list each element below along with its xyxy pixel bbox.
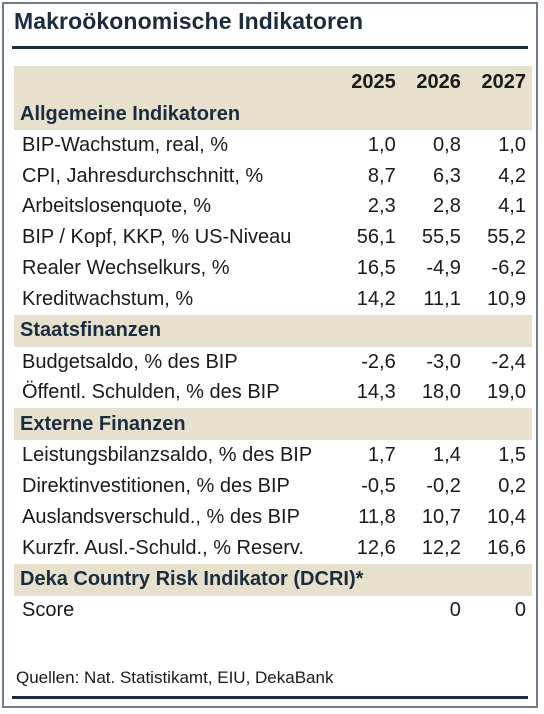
row-label: Öffentl. Schulden, % des BIP bbox=[22, 381, 280, 404]
value-2026: 1,4 bbox=[433, 444, 461, 467]
row-label: BIP-Wachstum, real, % bbox=[22, 133, 228, 156]
value-2027: 19,0 bbox=[487, 381, 526, 404]
value-2025: -2,6 bbox=[361, 350, 396, 373]
value-2027: 1,5 bbox=[498, 444, 526, 467]
value-2025: 8,7 bbox=[367, 164, 396, 187]
value-2026: 6,3 bbox=[433, 164, 461, 187]
year-header-2025: 2025 bbox=[336, 66, 402, 98]
value-2027: 0 bbox=[514, 599, 526, 622]
panel-title: Makroökonomische Indikatoren bbox=[14, 8, 364, 34]
value-2025: 56,1 bbox=[356, 226, 396, 249]
table-row: Öffentl. Schulden, % des BIP 14,3 18,0 19,0 bbox=[14, 378, 532, 409]
bottom-divider bbox=[12, 696, 528, 699]
value-2026: 11,1 bbox=[423, 287, 461, 310]
value-2027: 4,2 bbox=[498, 164, 526, 187]
value-2025 bbox=[337, 596, 402, 627]
value-2025: 14,3 bbox=[356, 381, 396, 404]
row-label: Leistungsbilanzsaldo, % des BIP bbox=[22, 444, 313, 467]
row-label: Arbeitslosenquote, % bbox=[22, 195, 212, 218]
section-header-row: Allgemeine Indikatoren bbox=[14, 98, 532, 130]
value-2026: 0,8 bbox=[433, 133, 461, 156]
section-heading: Staatsfinanzen bbox=[14, 314, 532, 347]
value-2027: 4,1 bbox=[498, 195, 526, 218]
value-2025: -0,5 bbox=[361, 475, 396, 498]
value-2025: 12,6 bbox=[356, 536, 396, 559]
value-2025: 11,8 bbox=[358, 505, 396, 528]
value-2027: 16,6 bbox=[487, 536, 526, 559]
value-2025: 1,0 bbox=[367, 133, 396, 156]
year-header-row: 2025 2026 2027 bbox=[14, 66, 532, 98]
value-2027: 55,2 bbox=[487, 226, 526, 249]
value-2026: -4,9 bbox=[426, 257, 461, 280]
row-label: Auslandsverschuld., % des BIP bbox=[22, 505, 300, 528]
value-2026: -0,2 bbox=[426, 475, 461, 498]
value-2026: 10,7 bbox=[421, 505, 461, 528]
year-header-2026: 2026 bbox=[401, 66, 467, 98]
table-row: BIP-Wachstum, real, % 1,0 0,8 1,0 bbox=[14, 130, 532, 161]
table-row: Score 0 0 bbox=[14, 596, 532, 627]
table-row: Realer Wechselkurs, % 16,5 -4,9 -6,2 bbox=[14, 253, 532, 284]
year-header-2027: 2027 bbox=[466, 66, 532, 98]
section-heading: Externe Finanzen bbox=[14, 408, 532, 441]
value-2027: 10,4 bbox=[487, 505, 526, 528]
row-label: Score bbox=[22, 599, 75, 622]
table-row: BIP / Kopf, KKP, % US-Niveau 56,1 55,5 55,2 bbox=[14, 222, 532, 253]
row-label: Direktinvestitionen, % des BIP bbox=[22, 475, 290, 498]
section-header-row: Externe Finanzen bbox=[14, 408, 532, 441]
section-header-row: Deka Country Risk Indikator (DCRI)* bbox=[14, 563, 532, 596]
table-row: Kurzfr. Ausl.-Schuld., % Reserv. 12,6 12,2… bbox=[14, 533, 532, 564]
year-header-blank bbox=[14, 66, 337, 98]
value-2026: 0 bbox=[449, 599, 461, 622]
indicator-table: 2025 2026 2027 Allgemeine Indikatoren BIP… bbox=[14, 66, 532, 626]
value-2026: 12,2 bbox=[421, 536, 461, 559]
value-2026: 55,5 bbox=[421, 226, 461, 249]
source-note: Quellen: Nat. Statistikamt, EIU, DekaBan… bbox=[16, 668, 334, 687]
value-2027: 10,9 bbox=[487, 287, 526, 310]
value-2026: 18,0 bbox=[421, 381, 461, 404]
table-row: Budgetsaldo, % des BIP -2,6 -3,0 -2,4 bbox=[14, 347, 532, 378]
row-label: Budgetsaldo, % des BIP bbox=[22, 350, 238, 373]
table-row: Leistungsbilanzsaldo, % des BIP 1,7 1,4 1,5 bbox=[14, 440, 532, 471]
section-header-row: Staatsfinanzen bbox=[14, 314, 532, 347]
section-heading: Allgemeine Indikatoren bbox=[14, 98, 532, 130]
table-row: CPI, Jahresdurchschnitt, % 8,7 6,3 4,2 bbox=[14, 161, 532, 192]
title-divider bbox=[12, 46, 528, 49]
value-2027: -6,2 bbox=[491, 257, 526, 280]
table-row: Direktinvestitionen, % des BIP -0,5 -0,2 0,… bbox=[14, 471, 532, 502]
section-heading: Deka Country Risk Indikator (DCRI)* bbox=[14, 563, 532, 596]
value-2027: -2,4 bbox=[491, 350, 526, 373]
row-label: Realer Wechselkurs, % bbox=[22, 257, 230, 280]
value-2025: 1,7 bbox=[367, 444, 396, 467]
value-2025: 2,3 bbox=[367, 195, 396, 218]
row-label: BIP / Kopf, KKP, % US-Niveau bbox=[22, 226, 292, 249]
value-2025: 16,5 bbox=[356, 257, 396, 280]
row-label: CPI, Jahresdurchschnitt, % bbox=[22, 164, 264, 187]
table-row: Kreditwachstum, % 14,2 11,1 10,9 bbox=[14, 284, 532, 315]
row-label: Kurzfr. Ausl.-Schuld., % Reserv. bbox=[22, 536, 304, 559]
value-2026: -3,0 bbox=[426, 350, 461, 373]
value-2027: 1,0 bbox=[498, 133, 526, 156]
value-2025: 14,2 bbox=[356, 287, 396, 310]
table-row: Auslandsverschuld., % des BIP 11,8 10,7 10,… bbox=[14, 502, 532, 533]
table-row: Arbeitslosenquote, % 2,3 2,8 4,1 bbox=[14, 192, 532, 223]
value-2027: 0,2 bbox=[498, 475, 526, 498]
value-2026: 2,8 bbox=[433, 195, 461, 218]
indicator-panel: Makroökonomische Indikatoren 2025 2026 2… bbox=[2, 2, 538, 708]
row-label: Kreditwachstum, % bbox=[22, 287, 194, 310]
